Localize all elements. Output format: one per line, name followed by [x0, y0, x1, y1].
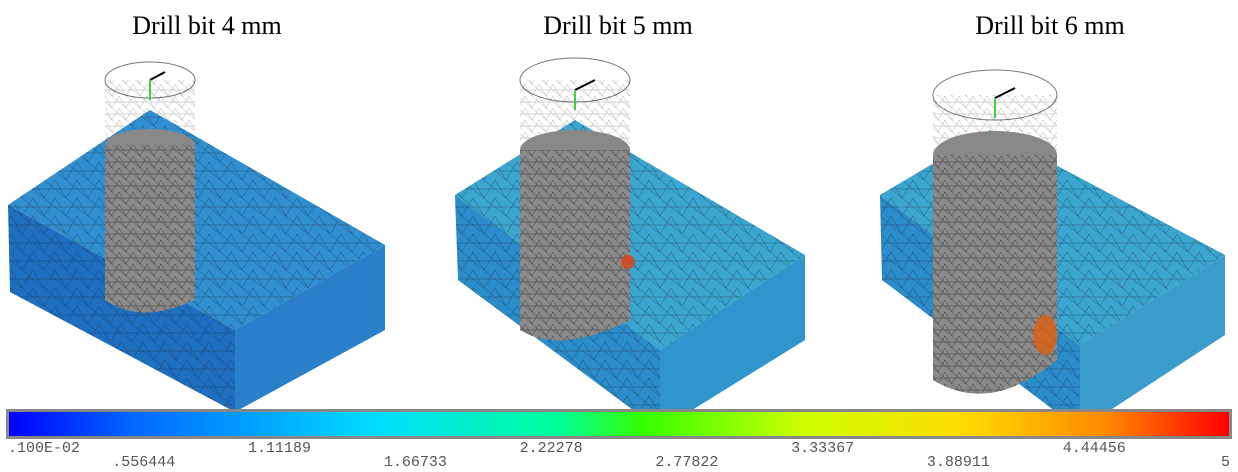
colorbar-label: 1.66733	[384, 454, 447, 471]
colorbar-label: 5	[1221, 454, 1230, 471]
colorbar	[9, 412, 1229, 436]
panel-title: Drill bit 6 mm	[975, 11, 1125, 40]
colorbar-label: 3.88911	[927, 454, 990, 471]
colorbar-label: 2.77822	[655, 454, 718, 471]
figure: Drill bit 4 mm Drill bit 5 mm Drill bit …	[0, 0, 1238, 472]
colorbar-label: 2.22278	[520, 440, 583, 457]
colorbar-label: 3.33367	[791, 440, 854, 457]
fea-model	[455, 58, 805, 430]
fea-model	[880, 70, 1225, 430]
colorbar-labels: .100E-02 .556444 1.11189 1.66733 2.22278 2.77…	[8, 440, 1230, 471]
colorbar-label: 4.44456	[1063, 440, 1126, 457]
panel-title: Drill bit 4 mm	[132, 11, 282, 40]
panel-title: Drill bit 5 mm	[543, 11, 693, 40]
fea-model	[8, 62, 385, 412]
colorbar-label: 1.11189	[248, 440, 311, 457]
colorbar-label: .100E-02	[8, 440, 80, 457]
colorbar-label: .556444	[112, 454, 175, 471]
